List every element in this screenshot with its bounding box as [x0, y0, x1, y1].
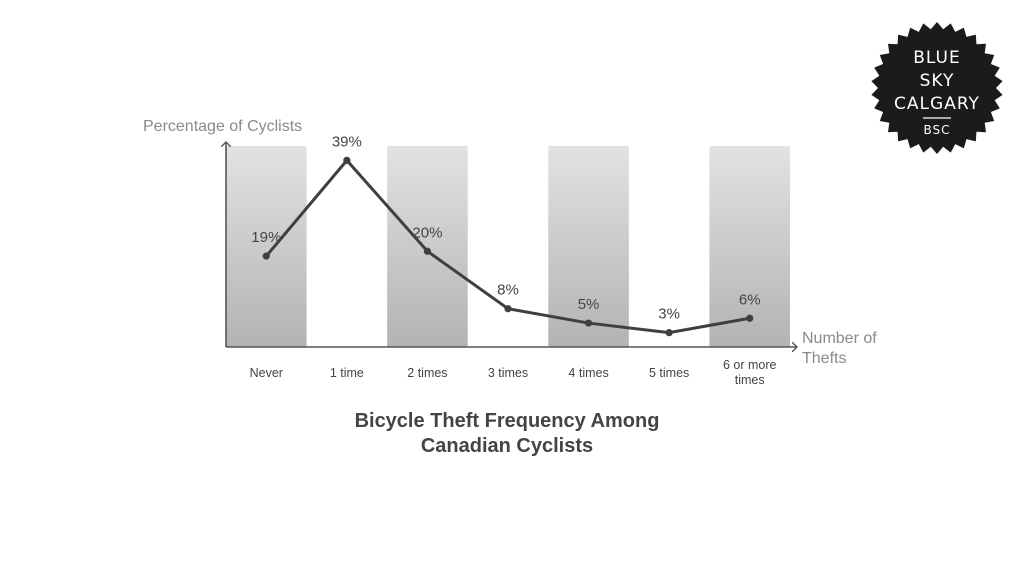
axes	[226, 142, 797, 347]
data-point	[746, 314, 754, 322]
x-tick-label: 6 or more	[723, 358, 777, 372]
y-axis-title: Percentage of Cyclists	[143, 118, 302, 135]
data-label: 20%	[412, 224, 442, 241]
blue-sky-calgary-logo: BLUE SKY CALGARY BSC	[871, 22, 1003, 154]
data-point	[504, 305, 512, 313]
x-tick-label: Never	[250, 366, 283, 380]
data-label: 19%	[251, 229, 281, 246]
x-tick-label: times	[735, 373, 765, 387]
logo-text-line: BLUE	[913, 48, 960, 68]
column-bands	[226, 146, 790, 347]
data-labels: 19% 39% 20% 8% 5% 3% 6%	[251, 133, 760, 322]
column-band	[387, 146, 468, 347]
column-band	[709, 146, 790, 347]
x-tick-label: 2 times	[407, 366, 447, 380]
chart-title: Bicycle Theft Frequency Among	[355, 410, 660, 432]
data-point	[343, 156, 351, 164]
column-band	[226, 146, 307, 347]
logo-abbr: BSC	[923, 123, 950, 137]
data-label: 39%	[332, 133, 362, 150]
chart-title: Canadian Cyclists	[421, 435, 593, 457]
x-tick-label: 4 times	[568, 366, 608, 380]
data-label: 8%	[497, 282, 519, 299]
data-point	[584, 319, 593, 327]
data-label: 6%	[739, 291, 761, 308]
data-label: 3%	[658, 306, 680, 323]
data-label: 5%	[578, 296, 600, 313]
logo-badge	[871, 22, 1003, 154]
x-tick-label: 5 times	[649, 366, 689, 380]
x-tick-labels: Never 1 time 2 times 3 times 4 times 5 times 6…	[250, 358, 777, 387]
logo-text-line: SKY	[920, 71, 955, 91]
series-line-group	[262, 156, 754, 337]
data-point	[423, 247, 432, 255]
x-axis-title: Number of	[802, 330, 877, 347]
x-tick-label: 1 time	[330, 366, 364, 380]
data-point	[262, 252, 270, 260]
data-point	[665, 329, 673, 337]
x-tick-label: 3 times	[488, 366, 528, 380]
logo-text-line: CALGARY	[894, 94, 980, 114]
x-axis-title: Thefts	[802, 350, 846, 367]
chart-titles: Percentage of Cyclists Number of Thefts Bic…	[143, 118, 877, 457]
column-band	[548, 146, 629, 347]
